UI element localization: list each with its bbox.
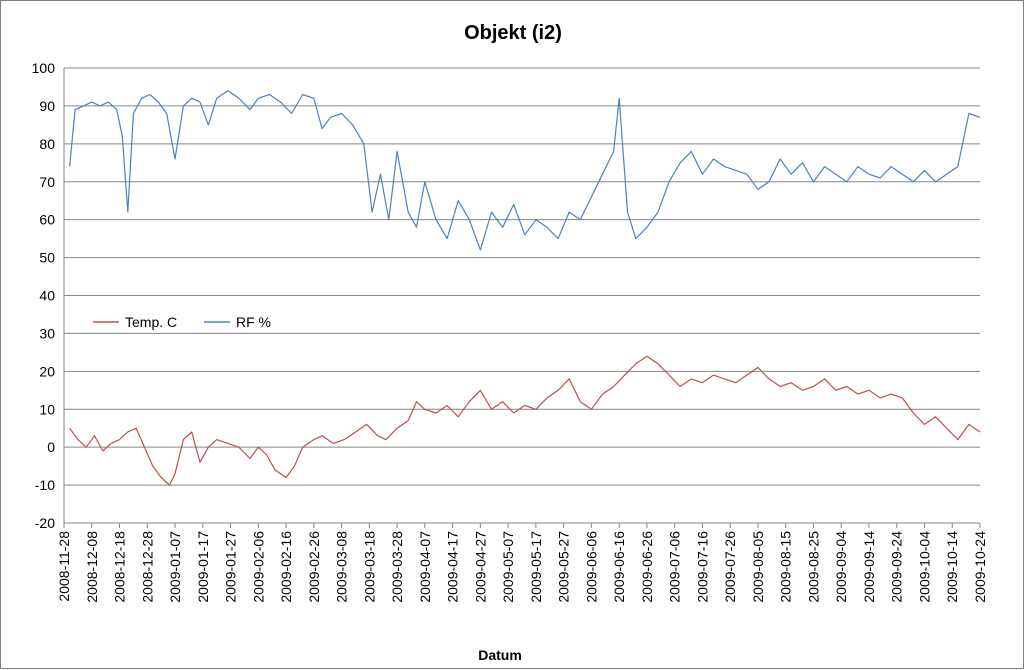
x-tick-label: 2008-12-18	[112, 531, 128, 603]
y-tick-labels: -20 -10 0 10 20 30 40 50 60 70 80 90 100	[32, 60, 56, 531]
x-tick-label: 2009-09-04	[833, 531, 849, 603]
x-tick-labels: 2008-11-28 2008-12-08 2008-12-18 2008-12-28…	[56, 523, 988, 603]
series-line-rf	[69, 90, 981, 251]
x-tick-label: 2009-02-16	[278, 531, 294, 603]
series-lines	[69, 90, 981, 486]
x-tick-label: 2008-11-28	[56, 531, 72, 602]
x-tick-label: 2009-02-06	[250, 531, 266, 603]
y-tick-label: 40	[39, 288, 55, 304]
x-tick-label: 2009-06-16	[611, 531, 627, 603]
y-tick-label: 30	[39, 325, 55, 341]
x-tick-label: 2009-10-14	[944, 531, 960, 603]
x-tick-label: 2008-12-28	[139, 531, 155, 603]
x-tick-label: 2009-09-14	[861, 531, 877, 603]
legend-label: RF %	[236, 314, 271, 330]
y-tick-label: -20	[35, 515, 55, 531]
x-tick-label: 2009-08-15	[778, 531, 794, 603]
x-tick-label: 2009-01-27	[223, 531, 239, 603]
x-tick-label: 2009-04-27	[472, 531, 488, 603]
x-tick-label: 2009-05-17	[528, 531, 544, 603]
y-tick-label: 60	[39, 212, 55, 228]
x-tick-label: 2009-07-06	[667, 531, 683, 603]
series-line-temp	[69, 355, 981, 486]
x-tick-label: 2009-04-17	[445, 531, 461, 603]
x-tick-label: 2009-10-24	[972, 531, 988, 603]
x-tick-label: 2009-10-04	[916, 531, 932, 603]
x-tick-label: 2009-05-27	[556, 531, 572, 603]
y-tick-label: 20	[39, 363, 55, 379]
x-tick-label: 2009-05-07	[500, 531, 516, 603]
x-tick-label: 2009-04-07	[417, 531, 433, 603]
grid-lines	[63, 67, 980, 524]
x-tick-label: 2009-01-07	[167, 531, 183, 603]
legend: Temp. C RF %	[93, 314, 271, 330]
y-tick-label: -10	[35, 477, 55, 493]
legend-label: Temp. C	[125, 314, 177, 330]
x-tick-label: 2009-09-24	[889, 531, 905, 603]
chart-title: Objekt (i2)	[464, 22, 562, 44]
x-tick-label: 2009-03-08	[334, 531, 350, 603]
y-tick-label: 0	[47, 439, 55, 455]
x-tick-label: 2009-02-26	[306, 531, 322, 603]
x-tick-label: 2008-12-08	[84, 531, 100, 603]
x-tick-label: 2009-07-16	[694, 531, 710, 603]
x-axis-label: Datum	[478, 647, 522, 663]
y-tick-label: 10	[39, 401, 55, 417]
y-tick-label: 70	[39, 174, 55, 190]
x-tick-label: 2009-08-05	[750, 531, 766, 603]
x-tick-label: 2009-03-18	[361, 531, 377, 603]
x-tick-label: 2009-03-28	[389, 531, 405, 603]
x-tick-label: 2009-06-26	[639, 531, 655, 603]
x-tick-label: 2009-06-06	[583, 531, 599, 603]
y-tick-label: 50	[39, 250, 55, 266]
y-tick-label: 100	[32, 60, 56, 76]
x-tick-label: 2009-07-26	[722, 531, 738, 603]
y-tick-label: 90	[39, 98, 55, 114]
x-tick-label: 2009-01-17	[195, 531, 211, 603]
y-tick-label: 80	[39, 136, 55, 152]
x-tick-label: 2009-08-25	[805, 531, 821, 603]
